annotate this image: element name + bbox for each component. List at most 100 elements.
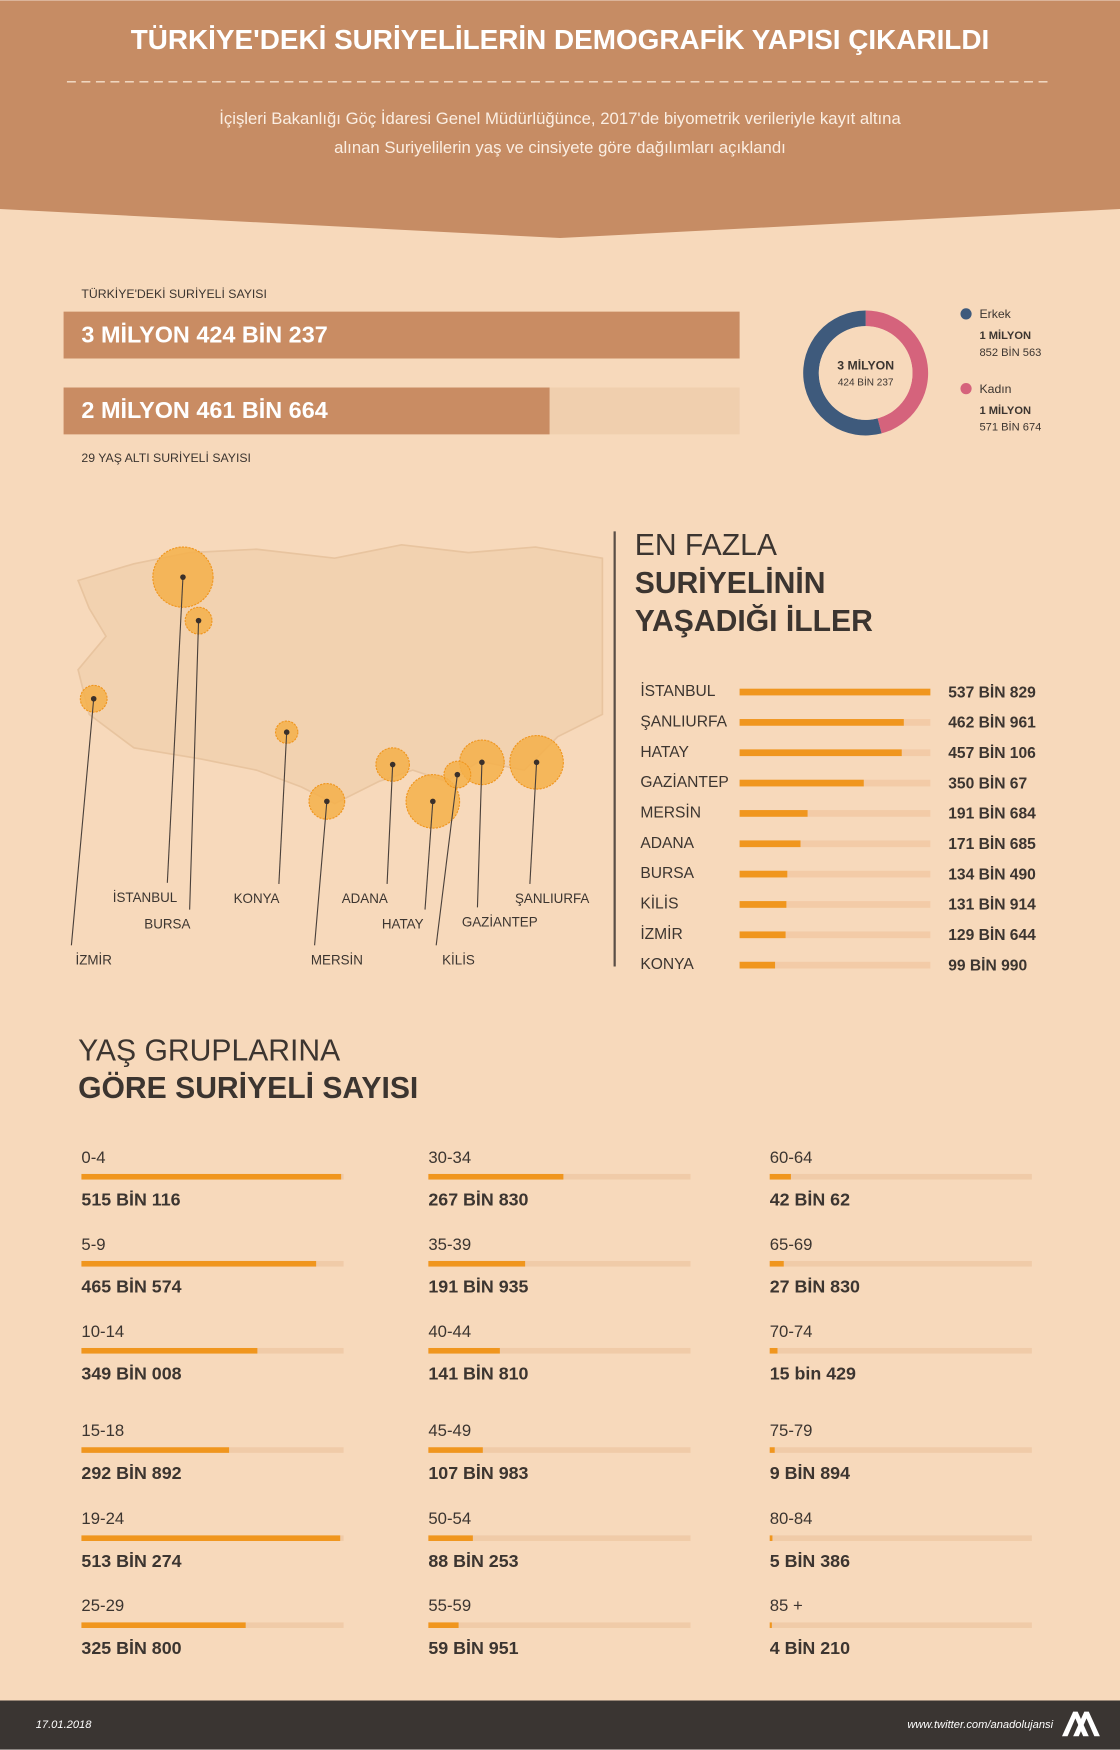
age-name: 85 + xyxy=(770,1596,803,1615)
bar xyxy=(769,1347,778,1354)
bar-track xyxy=(428,1260,691,1267)
bar-track xyxy=(428,1535,691,1541)
legend-dot xyxy=(960,383,972,395)
age-name: 30-34 xyxy=(428,1148,471,1167)
legend-value: 852 BİN 563 xyxy=(979,346,1041,359)
map-leader xyxy=(386,764,394,884)
bar xyxy=(739,901,787,908)
donut-hole xyxy=(818,326,913,420)
map-dot xyxy=(389,761,396,768)
age-value: 267 BİN 830 xyxy=(428,1189,528,1209)
logo xyxy=(1061,1711,1100,1737)
bar-track xyxy=(428,1347,691,1354)
map-dot xyxy=(90,695,97,702)
age-value: 515 BİN 116 xyxy=(81,1189,180,1209)
age-value: 5 BİN 386 xyxy=(770,1551,850,1571)
age-value: 292 BİN 892 xyxy=(81,1463,181,1483)
bar xyxy=(739,961,776,969)
header-band xyxy=(0,0,1120,239)
legend-value: 571 BİN 674 xyxy=(979,421,1041,434)
subtitle: alınan Suriyelilerin yaş ve cinsiyete gö… xyxy=(334,138,786,157)
map-dot xyxy=(454,771,461,778)
age-name: 19-24 xyxy=(81,1509,124,1528)
donut-center: 3 MİLYON xyxy=(837,358,894,373)
age-name: 40-44 xyxy=(428,1322,471,1341)
bar-track xyxy=(739,931,931,939)
age-name: 60-64 xyxy=(770,1148,813,1167)
province-name: ŞANLIURFA xyxy=(640,714,727,731)
map-dot xyxy=(479,759,485,766)
total-label: TÜRKİYE'DEKİ SURİYELİ SAYISI xyxy=(81,287,266,301)
age-name: 70-74 xyxy=(770,1322,813,1341)
map-label: ŞANLIURFA xyxy=(515,891,589,906)
footer-date: 17.01.2018 xyxy=(36,1719,93,1731)
bar xyxy=(769,1173,791,1180)
bar xyxy=(739,810,808,817)
bar-track xyxy=(739,961,931,969)
age-value: 325 BİN 800 xyxy=(81,1638,181,1658)
bar xyxy=(428,1347,500,1354)
age-value: 191 BİN 935 xyxy=(428,1276,528,1296)
bar-track xyxy=(769,1535,1032,1541)
province-value: 171 BİN 685 xyxy=(948,835,1036,853)
bar-track xyxy=(428,1622,691,1628)
age-value: 107 BİN 983 xyxy=(428,1463,528,1483)
age-value: 15 bin 429 xyxy=(770,1363,856,1383)
subtitle: İçişleri Bakanlığı Göç İdaresi Genel Müd… xyxy=(219,109,901,128)
map-label: İSTANBUL xyxy=(113,890,177,905)
province-value: 537 BİN 829 xyxy=(948,683,1036,701)
bar-track xyxy=(769,1622,1032,1628)
legend-value: 1 MİLYON xyxy=(979,404,1031,417)
province-name: BURSA xyxy=(640,865,694,882)
bar-track xyxy=(769,1260,1032,1267)
bar xyxy=(739,688,931,696)
legend-value: 1 MİLYON xyxy=(979,329,1031,342)
age-value: 4 BİN 210 xyxy=(770,1638,850,1658)
age-name: 45-49 xyxy=(428,1421,471,1440)
province-name: GAZİANTEP xyxy=(640,772,728,791)
donut-center: 424 BİN 237 xyxy=(838,376,894,389)
age-value: 59 BİN 951 xyxy=(428,1638,518,1658)
age-name: 80-84 xyxy=(770,1509,813,1528)
province-value: 457 BİN 106 xyxy=(948,744,1036,762)
section-title: SURİYELİNİN xyxy=(635,567,826,600)
bar xyxy=(769,1260,784,1267)
age-value: 141 BİN 810 xyxy=(428,1363,528,1383)
age-value: 513 BİN 274 xyxy=(81,1551,181,1571)
under29-label: 29 YAŞ ALTI SURİYELİ SAYISI xyxy=(81,451,251,465)
age-value: 9 BİN 894 xyxy=(770,1463,850,1483)
bar xyxy=(739,840,801,848)
bar xyxy=(769,1447,775,1453)
footer-band xyxy=(0,1700,1120,1750)
age-name: 55-59 xyxy=(428,1596,471,1615)
bar xyxy=(769,1535,773,1541)
bar xyxy=(428,1622,459,1628)
bar xyxy=(739,749,902,757)
map-leader xyxy=(476,762,483,908)
section-title: GÖRE SURİYELİ SAYISI xyxy=(78,1072,418,1105)
bar xyxy=(81,1622,246,1628)
age-name: 5-9 xyxy=(81,1235,105,1254)
map-dot xyxy=(195,617,202,624)
title: TÜRKİYE'DEKİ SURİYELİLERİN DEMOGRAFİK YA… xyxy=(131,24,989,55)
province-name: KİLİS xyxy=(640,894,678,913)
map-label: KONYA xyxy=(234,891,280,906)
bar xyxy=(81,1173,342,1180)
bar-track xyxy=(769,1447,1032,1453)
province-value: 462 BİN 961 xyxy=(948,714,1036,732)
province-value: 131 BİN 914 xyxy=(948,896,1036,914)
map-dot xyxy=(324,798,330,805)
bar xyxy=(769,1622,772,1628)
province-name: HATAY xyxy=(640,744,689,761)
bar xyxy=(81,1260,317,1267)
legend-dot xyxy=(960,308,972,320)
province-name: KONYA xyxy=(640,956,694,973)
age-value: 349 BİN 008 xyxy=(81,1363,181,1383)
province-value: 350 BİN 67 xyxy=(948,774,1027,792)
bar xyxy=(428,1260,526,1267)
map-dot xyxy=(283,729,290,735)
legend-name: Kadın xyxy=(979,382,1011,396)
bar-track xyxy=(769,1173,1032,1180)
